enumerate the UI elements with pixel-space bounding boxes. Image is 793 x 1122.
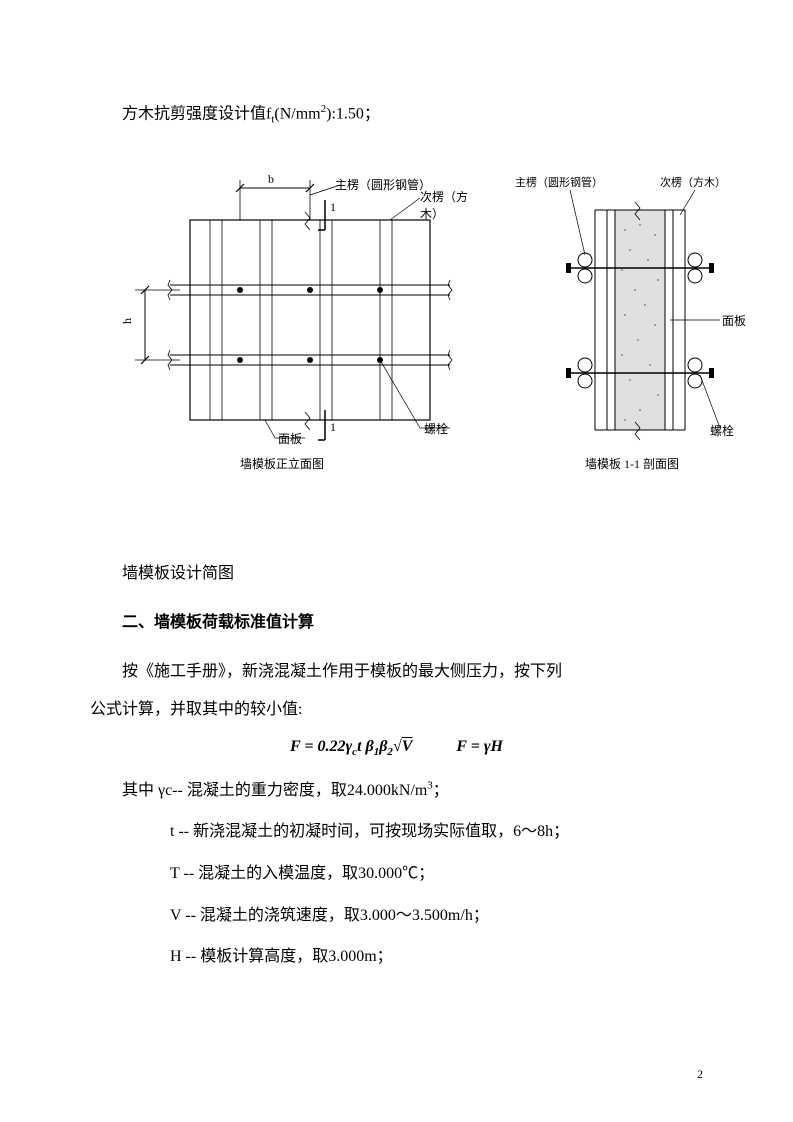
section-main-purlin-label: 主楞（圆形钢管） bbox=[515, 174, 603, 190]
text-prefix: 方木抗剪强度设计值f bbox=[122, 105, 271, 122]
formula-1: F = 0.22γct β1β2√V bbox=[290, 738, 412, 755]
secondary-purlin-label: 次楞（方木） bbox=[420, 188, 470, 222]
elevation-caption: 墙模板正立面图 bbox=[240, 455, 324, 472]
section-bolt-label: 螺栓 bbox=[710, 422, 734, 439]
intro-line-2: 公式计算，并取其中的较小值: bbox=[90, 691, 703, 729]
section-svg bbox=[530, 170, 750, 490]
section-2-header: 二、墙模板荷载标准值计算 bbox=[90, 609, 703, 638]
unit-prefix: (N/mm bbox=[274, 105, 320, 122]
bolt-label: 螺栓 bbox=[424, 420, 448, 437]
formula-2: F = γH bbox=[456, 738, 503, 755]
dim-b-label: b bbox=[268, 172, 274, 187]
formula-row: F = 0.22γct β1β2√V F = γH bbox=[90, 738, 703, 758]
section-secondary-purlin-label: 次楞（方木） bbox=[660, 174, 726, 190]
section-diagram: 主楞（圆形钢管） 次楞（方木） 面板 螺栓 墙模板 1-1 剖面图 bbox=[530, 170, 750, 490]
intro-line-1: 按《施工手册》，新浇混凝土作用于模板的最大侧压力，按下列 bbox=[90, 653, 703, 691]
param-lead-tail: ； bbox=[433, 782, 449, 799]
page-number: 2 bbox=[697, 1067, 703, 1082]
dim-h-label: h bbox=[120, 318, 135, 324]
section-mark-top: 1 bbox=[330, 200, 336, 215]
param-gamma-c: 其中 γc-- 混凝土的重力密度，取24.000kN/m3； bbox=[122, 770, 703, 812]
panel-label: 面板 bbox=[278, 430, 302, 447]
shear-strength-line: 方木抗剪强度设计值ft(N/mm2):1.50； bbox=[90, 100, 703, 130]
param-t: t -- 新浇混凝土的初凝时间，可按现场实际值取，6～8h； bbox=[122, 811, 703, 853]
param-H: H -- 模板计算高度，取3.000m； bbox=[122, 936, 703, 978]
main-purlin-label: 主楞（圆形钢管） bbox=[335, 176, 431, 193]
figure-area: b h 主楞（圆形钢管） 次楞（方木） 1 1 面板 螺栓 墙模板正立面图 bbox=[90, 170, 703, 510]
elevation-diagram: b h 主楞（圆形钢管） 次楞（方木） 1 1 面板 螺栓 墙模板正立面图 bbox=[110, 170, 470, 490]
param-V: V -- 混凝土的浇筑速度，取3.000～3.500m/h； bbox=[122, 895, 703, 937]
section-mark-bottom: 1 bbox=[330, 420, 336, 435]
text-suffix: ):1.50； bbox=[326, 105, 380, 122]
section-panel-label: 面板 bbox=[722, 312, 746, 329]
section-caption: 墙模板 1-1 剖面图 bbox=[585, 455, 679, 472]
param-lead: 其中 γc-- 混凝土的重力密度，取24.000kN/m bbox=[122, 782, 427, 799]
param-list: 其中 γc-- 混凝土的重力密度，取24.000kN/m3； t -- 新浇混凝… bbox=[90, 770, 703, 978]
figure-caption: 墙模板设计简图 bbox=[90, 560, 703, 589]
param-T: T -- 混凝土的入模温度，取30.000℃； bbox=[122, 853, 703, 895]
